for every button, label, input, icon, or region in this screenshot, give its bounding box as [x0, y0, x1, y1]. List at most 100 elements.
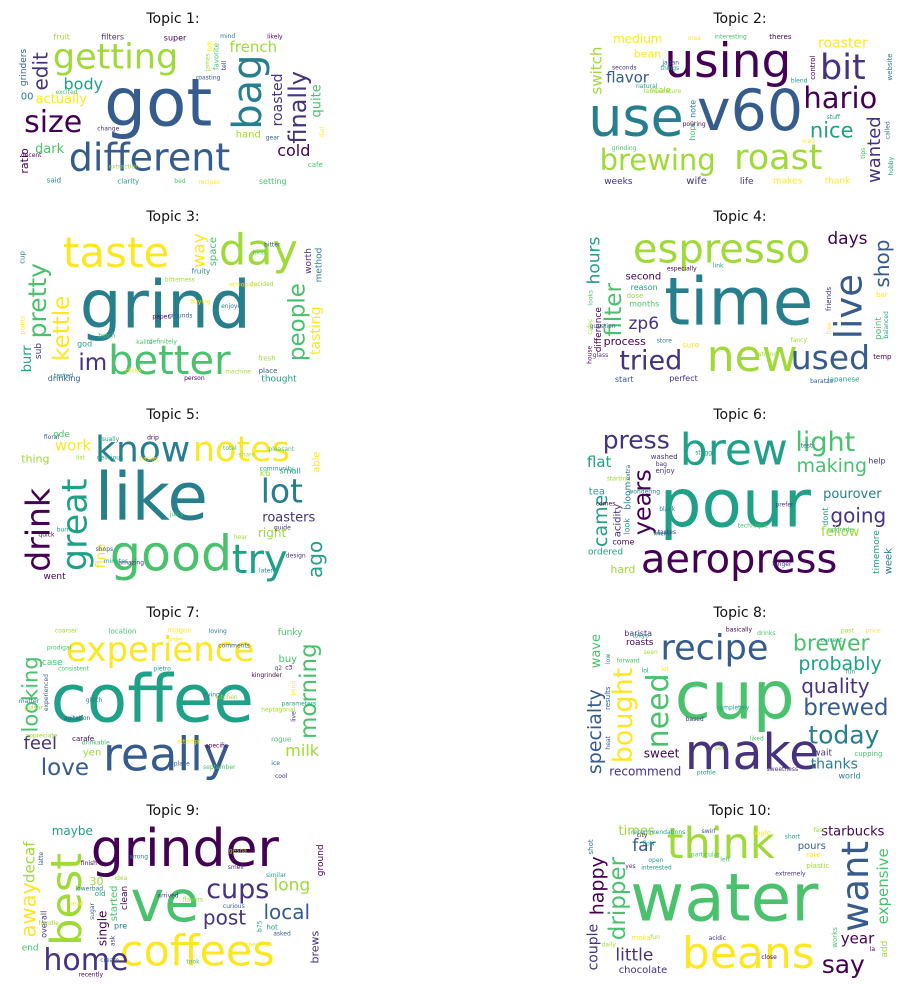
cloud-word: clean: [120, 886, 130, 910]
cloud-word: pulsar: [24, 704, 43, 711]
cloud-word: baratza: [810, 378, 833, 385]
cloud-word: god: [77, 340, 92, 349]
cloud-word: able: [312, 451, 323, 472]
cloud-word: cup: [675, 657, 795, 734]
cloud-word: c3: [285, 665, 292, 672]
cloud-word: going: [830, 504, 886, 528]
cloud-word: delicious: [97, 454, 123, 461]
cloud-word: burr: [20, 345, 35, 373]
cloud-word: profile: [697, 769, 716, 776]
cloud-word: light: [795, 428, 855, 458]
cloud-word: dripper: [605, 856, 631, 940]
cloud-word: worth: [304, 248, 314, 274]
cloud-word: used: [791, 338, 870, 377]
cloud-word: think: [667, 824, 775, 869]
word-cloud: ve grinder coffees best cups home local post lon…: [18, 824, 328, 979]
cloud-word: dose: [627, 292, 644, 300]
cloud-word: extraction: [109, 164, 140, 171]
topic-title: Topic 3:: [146, 209, 200, 225]
cloud-word: roasters: [262, 511, 315, 526]
cloud-word: world: [839, 771, 861, 780]
cloud-word: list: [76, 455, 85, 462]
cloud-word: rogue: [271, 735, 291, 743]
cloud-word: q2: [275, 665, 283, 672]
cloud-word: home: [43, 943, 128, 978]
cloud-word: called: [885, 121, 892, 139]
cloud-word: use: [588, 86, 684, 149]
cloud-word: looking: [18, 656, 42, 732]
cloud-word: quite: [310, 84, 325, 117]
cloud-word: pre: [114, 921, 127, 930]
topic-panel-3: Topic 3: grind taste better day kettle people i…: [18, 208, 328, 387]
cloud-word: ethiopian: [229, 281, 257, 288]
topic-panel-9: Topic 9: ve grinder coffees best cups home loca…: [18, 802, 328, 981]
cloud-word: thanks: [811, 757, 858, 773]
cloud-word: aeropress: [641, 537, 837, 583]
cloud-word: cup: [19, 251, 27, 264]
cloud-word: timemore: [872, 530, 882, 574]
cloud-word: free: [826, 322, 833, 334]
cloud-word: decaf: [21, 841, 39, 883]
cloud-word: recipe: [661, 628, 769, 668]
topic-panel-6: Topic 6: pour brew aeropress light press pouro…: [585, 406, 895, 585]
cloud-word: gesha: [229, 847, 247, 854]
cloud-word: lol: [642, 668, 649, 675]
cloud-word: dont: [821, 508, 830, 526]
cloud-word: bitterness: [165, 277, 195, 284]
cloud-word: took: [186, 959, 200, 966]
cloud-word: carafe: [72, 735, 94, 743]
cloud-word: store: [657, 338, 672, 345]
word-cloud: v60 using use roast brewing hario bit wanted fla…: [585, 32, 895, 187]
cloud-word: coffee: [51, 661, 254, 738]
cloud-word: look: [622, 518, 631, 535]
cloud-word: amazing: [118, 560, 144, 567]
cloud-word: drip: [147, 435, 159, 442]
cloud-word: price: [866, 627, 881, 634]
cloud-word: pietro: [153, 665, 171, 672]
cloud-word: friend: [654, 531, 672, 538]
cloud-word: roasting: [196, 75, 221, 82]
cloud-word: love: [41, 755, 89, 781]
topic-title: Topic 10:: [708, 803, 772, 819]
cloud-word: hand: [236, 130, 261, 141]
cloud-word: tea: [589, 487, 605, 498]
cloud-word: bitter: [264, 241, 281, 248]
cloud-word: asked: [273, 931, 291, 938]
cloud-word: clarity: [117, 178, 139, 186]
cloud-word: temp: [873, 353, 892, 361]
cloud-word: kingrinder: [251, 672, 282, 679]
cloud-word: sugar: [89, 902, 96, 919]
cloud-word: results: [604, 686, 612, 710]
cloud-word: notes: [193, 430, 290, 470]
cloud-word: kalita: [136, 339, 153, 346]
cloud-word: fun: [650, 934, 660, 941]
cloud-word: cold: [277, 141, 310, 160]
cloud-word: im: [78, 350, 107, 376]
cloud-word: curious: [223, 903, 245, 910]
cloud-word: weeks: [604, 177, 633, 187]
cloud-word: bright: [753, 830, 772, 837]
cloud-word: latte: [38, 851, 45, 865]
cloud-word: acidity: [613, 504, 624, 537]
cloud-word: fresh: [258, 355, 276, 363]
cloud-word: blend: [791, 78, 808, 85]
cloud-word: enjoyed: [221, 303, 245, 310]
cloud-word: design: [286, 553, 306, 560]
cloud-word: thought: [261, 375, 297, 385]
topic-panel-1: Topic 1: got different getting finally bag siz…: [18, 10, 328, 189]
cloud-word: say: [822, 950, 865, 979]
cloud-word: brewed: [803, 695, 888, 721]
cloud-word: grinder: [91, 824, 280, 879]
cloud-word: medium: [613, 32, 662, 46]
cloud-word: got: [104, 65, 212, 142]
word-cloud: time new espresso used tried live filter proces…: [585, 230, 895, 385]
cloud-word: prodigal: [47, 645, 72, 652]
cloud-word: strong: [758, 351, 777, 358]
cloud-word: location: [109, 627, 137, 635]
cloud-word: starbucks: [821, 825, 884, 840]
cloud-word: grinding: [612, 145, 637, 152]
cloud-word: particular: [691, 851, 720, 858]
cloud-word: coarser: [55, 628, 78, 635]
